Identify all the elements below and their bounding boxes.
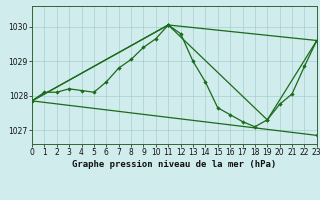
X-axis label: Graphe pression niveau de la mer (hPa): Graphe pression niveau de la mer (hPa) [72,160,276,169]
